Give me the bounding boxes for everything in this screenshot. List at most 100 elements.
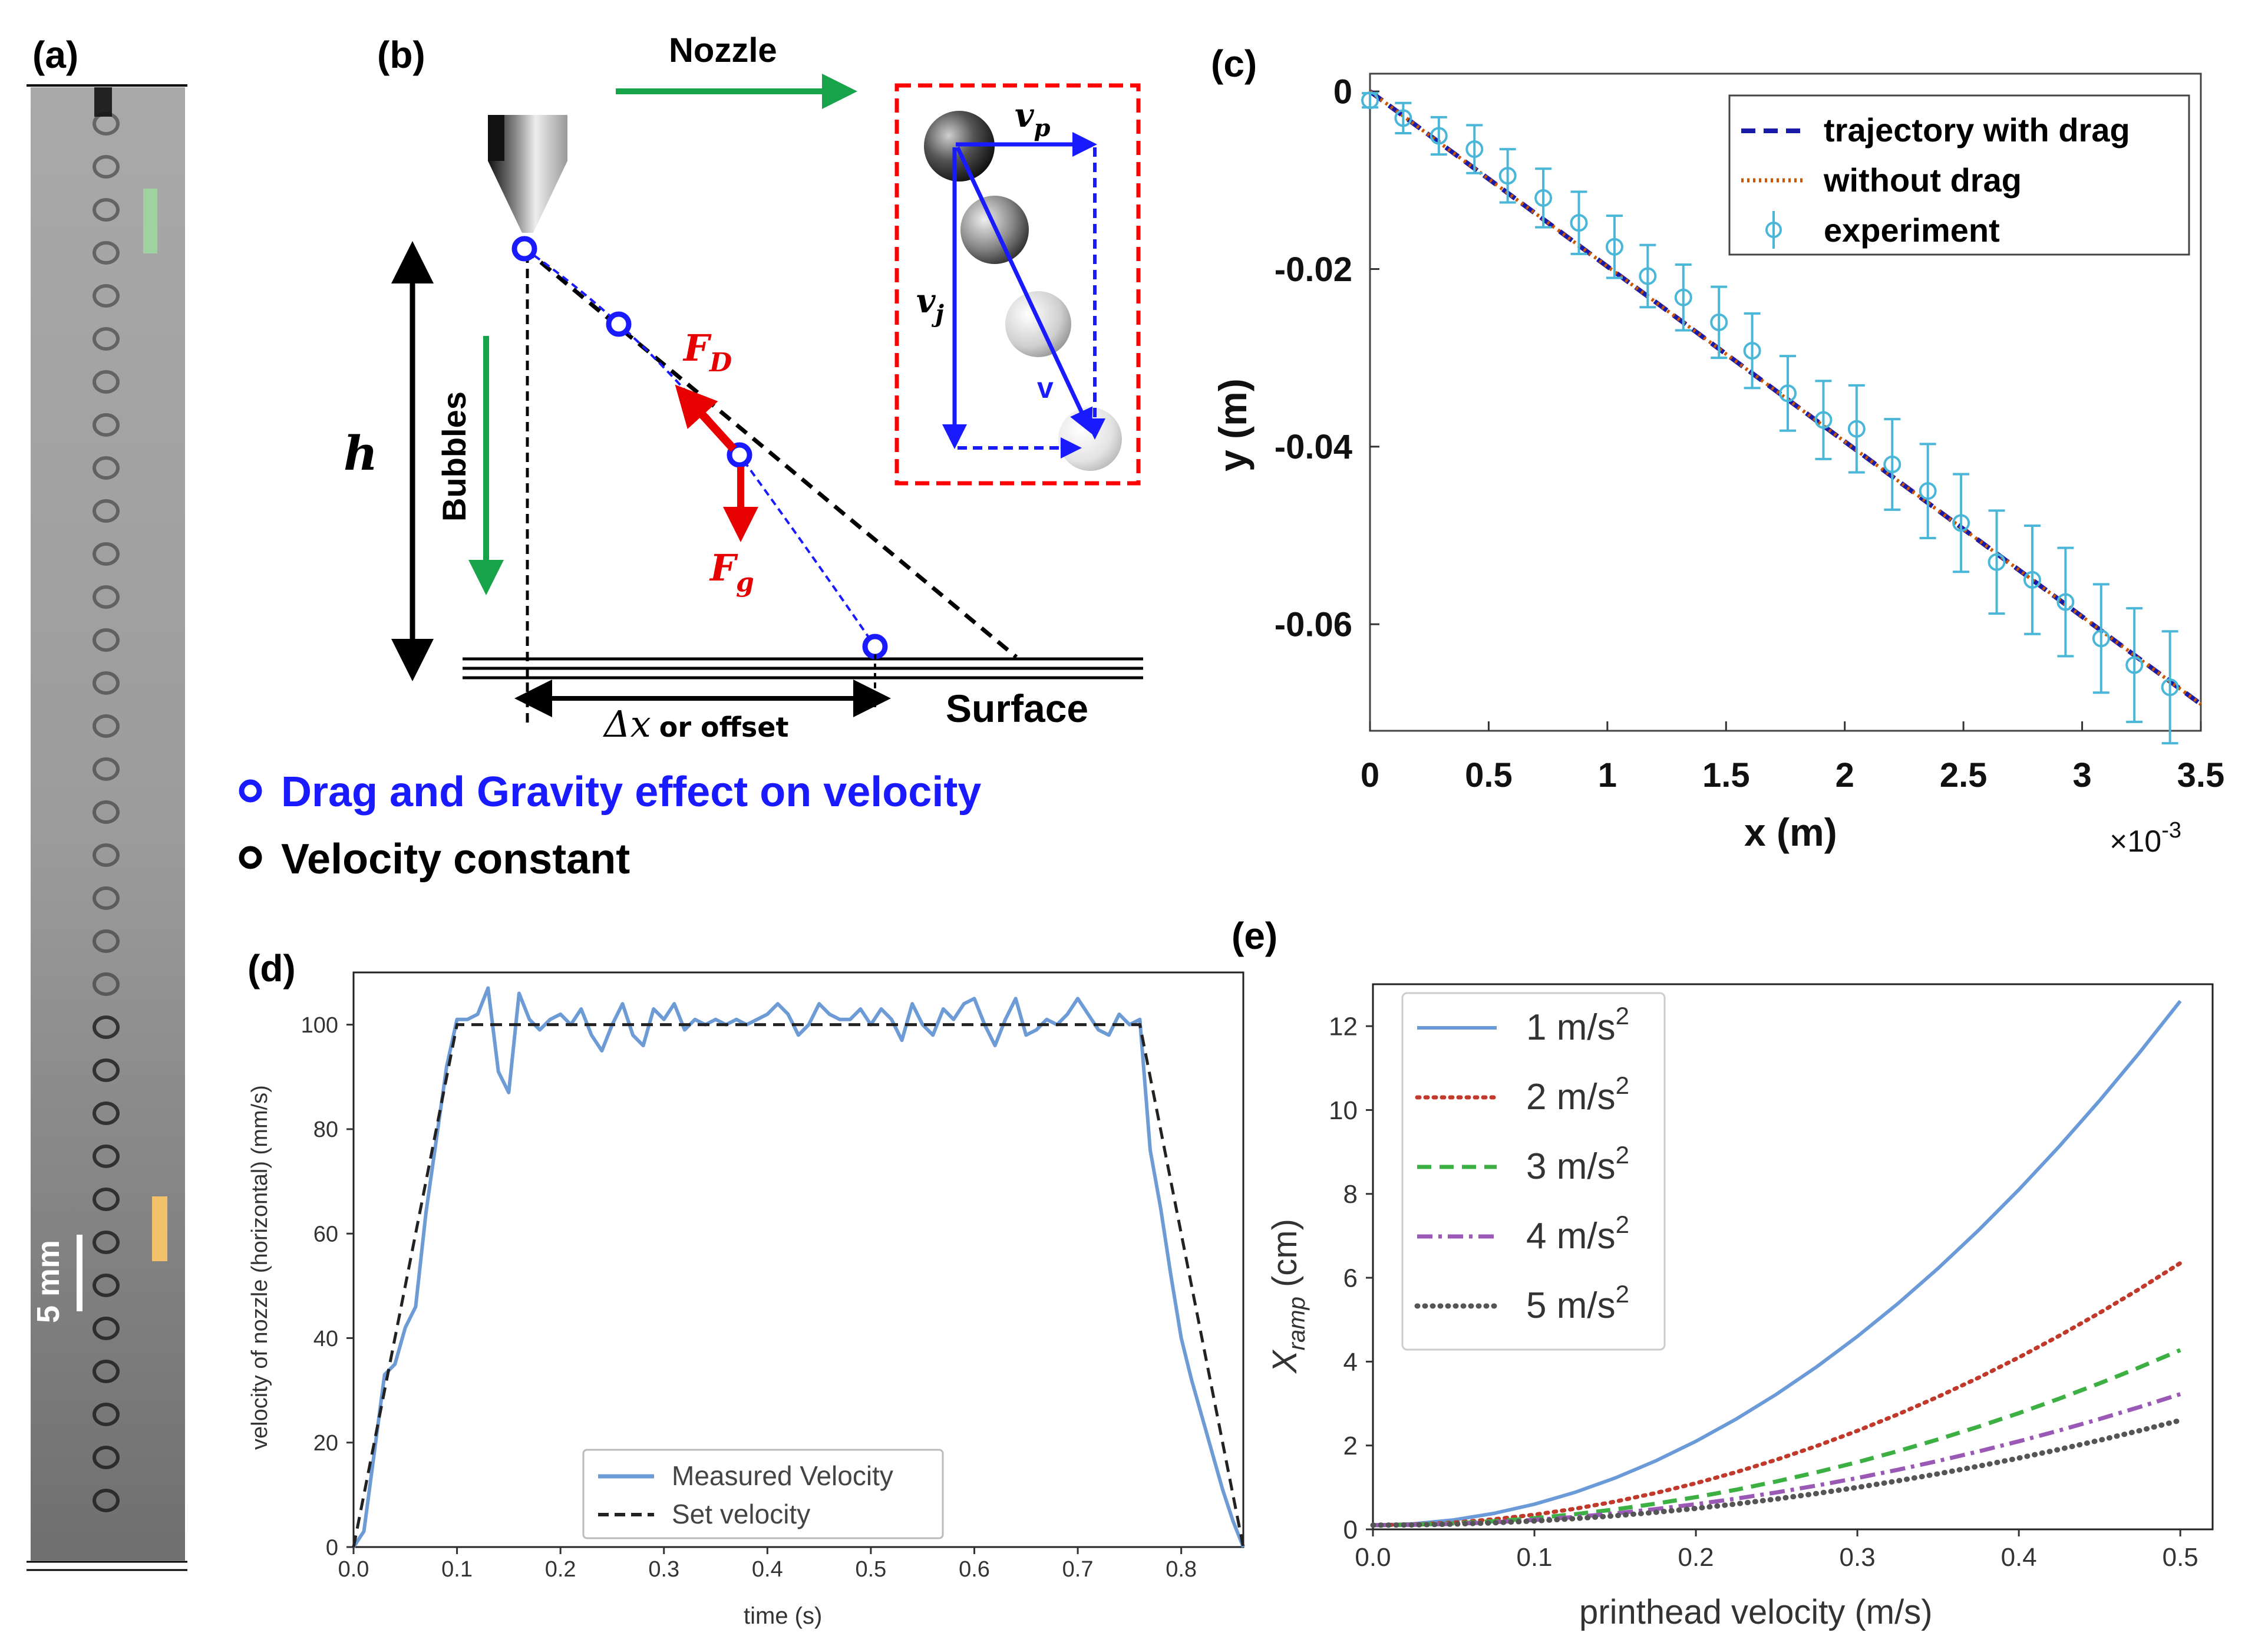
bubble-strip-photo xyxy=(31,87,185,1561)
legend-blue-marker xyxy=(239,779,262,803)
bubble xyxy=(93,843,120,867)
chart-e-ylabel: Xramp (cm) xyxy=(1266,1219,1310,1374)
experiment-point xyxy=(1605,238,1623,256)
x-tick-label: 0.7 xyxy=(1062,1557,1094,1582)
legend-label-5: 5 m/s2 xyxy=(1526,1280,1629,1326)
x-tick-label: 0.5 xyxy=(2163,1543,2198,1572)
y-tick-label: 80 xyxy=(313,1117,338,1142)
bubble xyxy=(93,1231,120,1254)
experiment-point xyxy=(1534,189,1553,207)
legend-label-text: 1 m/s xyxy=(1526,1007,1616,1048)
bubbles-label: Bubbles xyxy=(435,391,473,522)
experiment-point xyxy=(1814,411,1833,429)
bubble xyxy=(93,886,120,910)
panel-label-c: (c) xyxy=(1211,42,1257,85)
bubble xyxy=(93,155,120,179)
bubble xyxy=(93,1274,120,1297)
bubble xyxy=(93,499,120,523)
chart-e-xlabel: printhead velocity (m/s) xyxy=(1579,1593,1933,1631)
legend-label-exp: 2 xyxy=(1616,1141,1629,1169)
bubble-marker-4 xyxy=(862,634,888,659)
chart-c-ylabel: y (m) xyxy=(1211,378,1255,471)
nozzle-tip-photo xyxy=(94,87,112,117)
bubble-marker-3 xyxy=(727,442,752,468)
bubble xyxy=(93,1317,120,1340)
chart-e-legend: 1 m/s22 m/s23 m/s24 m/s25 m/s2 xyxy=(1414,1002,1629,1326)
bubble xyxy=(93,542,120,566)
experiment-point xyxy=(1743,342,1761,360)
chart-d-series xyxy=(352,986,1245,1548)
bubble xyxy=(93,714,120,738)
experiment-point xyxy=(1883,455,1901,473)
bubble xyxy=(93,284,120,308)
chart-d-ticks: 0.0 0.1 0.2 0.3 0.4 0.5 0.6 0.7 0.8 0 20 40 60 80 100 xyxy=(301,1013,1197,1582)
panel-b: Nozzle Surface FD Fg h Bubbles xyxy=(239,31,1143,883)
experiment-point xyxy=(1430,127,1448,145)
bubble xyxy=(93,1489,120,1512)
x-tick-label: 0.3 xyxy=(1840,1543,1876,1572)
vj-label: vj xyxy=(916,282,945,328)
chart-c-legend-exp: experiment xyxy=(1824,212,2000,249)
y-tick-label: -0.02 xyxy=(1275,250,1352,289)
constant-velocity-line xyxy=(523,247,1018,659)
experiment-point xyxy=(1361,91,1379,110)
experiment-point xyxy=(2023,570,2041,589)
bubble xyxy=(93,972,120,996)
panel-label-a: (a) xyxy=(32,34,78,76)
chart-c-legend-nodrag: without drag xyxy=(1823,161,2022,199)
x-tick-label: 0.0 xyxy=(1355,1543,1391,1572)
legend-label-text: 2 m/s xyxy=(1526,1077,1616,1117)
panel-a: 5 mm xyxy=(27,84,187,1571)
height-label: h xyxy=(344,426,378,481)
marker-green xyxy=(143,189,157,253)
x-tick-label: 2.5 xyxy=(1940,756,1988,794)
y-tick-label: 6 xyxy=(1343,1264,1358,1292)
y-tick-label: 100 xyxy=(301,1013,338,1038)
chart-c-legend-exp-marker xyxy=(1765,222,1782,238)
x-tick-label: 0.1 xyxy=(441,1557,473,1582)
chart-d-legend-measured: Measured Velocity xyxy=(672,1460,893,1491)
series-accel-4 xyxy=(1372,1392,2181,1528)
x-tick-label: 0.5 xyxy=(1465,756,1513,794)
y-tick-label: 8 xyxy=(1343,1180,1358,1209)
y-tick-label: -0.04 xyxy=(1275,428,1352,466)
x-tick-label: 0.2 xyxy=(1678,1543,1714,1572)
experiment-point xyxy=(2056,593,2075,611)
experiment-point xyxy=(1952,514,1970,532)
chart-c-legend-drag: trajectory with drag xyxy=(1824,111,2130,149)
vp-label: vp xyxy=(1015,96,1051,142)
bubble xyxy=(93,757,120,781)
bubble xyxy=(93,1403,120,1426)
panel-d: 0.0 0.1 0.2 0.3 0.4 0.5 0.6 0.7 0.8020406080100 … xyxy=(247,971,1245,1629)
chart-c-series xyxy=(1361,89,2203,745)
chart-c-frame xyxy=(1369,72,2202,732)
bubble xyxy=(93,1058,120,1082)
legend-constant: Velocity constant xyxy=(281,836,630,883)
chart-e-legend-box xyxy=(1401,992,1666,1351)
x-tick-label: 3.5 xyxy=(2177,756,2225,794)
bubble xyxy=(93,1188,120,1211)
gravity-force-label: Fg xyxy=(709,546,754,598)
experiment-point xyxy=(1394,109,1412,127)
bubble xyxy=(93,585,120,609)
y-tick-label: 40 xyxy=(313,1327,338,1351)
chart-e-ticks: 0.0 0.1 0.2 0.3 0.4 0.5 0 2 4 6 8 10 12 xyxy=(1329,1013,2198,1572)
legend-label-4: 4 m/s2 xyxy=(1526,1211,1629,1256)
x-tick-label: 0.2 xyxy=(545,1557,576,1582)
chart-c-legend-box xyxy=(1728,94,2190,256)
y-tick-label: 60 xyxy=(313,1222,338,1246)
y-tick-label: 20 xyxy=(313,1431,338,1456)
chart-d-ylabel: velocity of nozzle (horizontal) (mm/s) xyxy=(247,1085,272,1450)
chart-d-frame xyxy=(352,971,1244,1548)
legend-label-text: 5 m/s xyxy=(1526,1285,1616,1326)
experiment-point xyxy=(1779,384,1797,403)
x-tick-label: 0.1 xyxy=(1516,1543,1552,1572)
x-tick-label: 0.0 xyxy=(338,1557,369,1582)
bubble xyxy=(93,1360,120,1383)
y-tick-label: 10 xyxy=(1329,1096,1358,1125)
bubble-marker-1 xyxy=(511,236,537,262)
experiment-point xyxy=(2161,678,2179,697)
x-tick-label: 0.3 xyxy=(648,1557,679,1582)
surface-label: Surface xyxy=(946,687,1088,730)
experiment-point xyxy=(1710,313,1728,331)
